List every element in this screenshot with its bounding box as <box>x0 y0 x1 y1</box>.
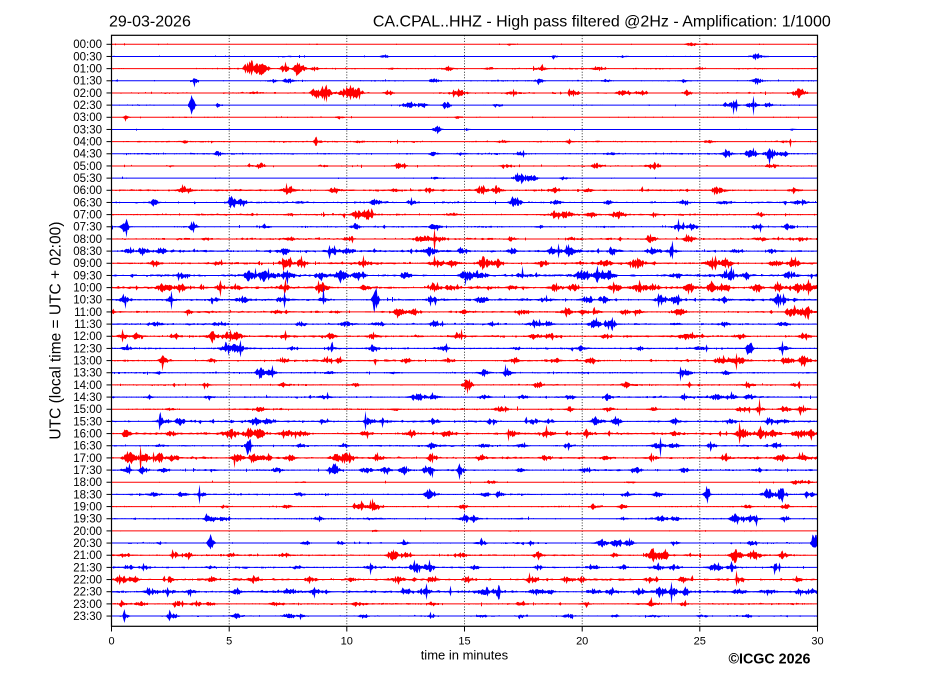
svg-text:12:30: 12:30 <box>73 343 102 355</box>
svg-text:04:30: 04:30 <box>73 149 102 161</box>
svg-text:11:00: 11:00 <box>74 307 102 319</box>
svg-text:06:30: 06:30 <box>73 197 102 209</box>
svg-text:14:30: 14:30 <box>73 392 102 404</box>
svg-text:02:30: 02:30 <box>73 100 102 112</box>
svg-text:09:00: 09:00 <box>73 258 102 270</box>
svg-text:15:30: 15:30 <box>73 416 102 428</box>
svg-text:CA.CPAL..HHZ - High pass filte: CA.CPAL..HHZ - High pass filtered @2Hz -… <box>373 14 831 31</box>
svg-text:18:30: 18:30 <box>73 489 102 501</box>
svg-text:UTC (local time = UTC + 02:00): UTC (local time = UTC + 02:00) <box>48 222 65 440</box>
svg-text:02:00: 02:00 <box>73 88 102 100</box>
svg-text:08:30: 08:30 <box>73 246 102 258</box>
svg-text:07:00: 07:00 <box>73 210 102 222</box>
svg-text:22:30: 22:30 <box>73 587 102 599</box>
svg-text:16:30: 16:30 <box>73 441 102 453</box>
svg-text:10: 10 <box>341 636 353 648</box>
svg-text:29-03-2026: 29-03-2026 <box>109 14 191 31</box>
svg-text:04:00: 04:00 <box>73 137 102 149</box>
svg-text:22:00: 22:00 <box>73 575 102 587</box>
svg-text:08:00: 08:00 <box>73 234 102 246</box>
svg-text:15: 15 <box>458 636 470 648</box>
svg-text:21:30: 21:30 <box>73 562 102 574</box>
svg-text:20:30: 20:30 <box>73 538 102 550</box>
svg-text:20:00: 20:00 <box>73 526 102 538</box>
svg-text:18:00: 18:00 <box>73 477 102 489</box>
svg-text:14:00: 14:00 <box>73 380 102 392</box>
svg-text:06:00: 06:00 <box>73 185 102 197</box>
svg-text:17:30: 17:30 <box>73 465 102 477</box>
svg-text:10:00: 10:00 <box>73 283 102 295</box>
svg-text:5: 5 <box>226 636 232 648</box>
svg-text:15:00: 15:00 <box>73 404 102 416</box>
svg-text:05:00: 05:00 <box>73 161 102 173</box>
svg-text:01:30: 01:30 <box>73 76 102 88</box>
svg-text:10:30: 10:30 <box>73 295 102 307</box>
svg-text:01:00: 01:00 <box>73 64 102 76</box>
svg-text:25: 25 <box>694 636 706 648</box>
svg-text:16:00: 16:00 <box>73 429 102 441</box>
svg-text:19:30: 19:30 <box>73 514 102 526</box>
svg-text:12:00: 12:00 <box>73 331 102 343</box>
svg-text:03:30: 03:30 <box>73 124 102 136</box>
svg-text:23:30: 23:30 <box>73 611 102 623</box>
svg-text:21:00: 21:00 <box>73 550 102 562</box>
svg-text:13:00: 13:00 <box>73 356 102 368</box>
svg-text:30: 30 <box>811 636 823 648</box>
svg-text:09:30: 09:30 <box>73 270 102 282</box>
svg-text:23:00: 23:00 <box>73 599 102 611</box>
svg-text:07:30: 07:30 <box>73 222 102 234</box>
svg-text:time in minutes: time in minutes <box>421 648 509 663</box>
svg-text:19:00: 19:00 <box>73 502 102 514</box>
svg-text:13:30: 13:30 <box>73 368 102 380</box>
svg-text:03:00: 03:00 <box>73 112 102 124</box>
svg-text:00:00: 00:00 <box>73 39 102 51</box>
svg-text:17:00: 17:00 <box>73 453 102 465</box>
svg-text:11:30: 11:30 <box>74 319 102 331</box>
svg-text:20: 20 <box>576 636 588 648</box>
svg-text:00:30: 00:30 <box>73 51 102 63</box>
svg-text:0: 0 <box>108 636 114 648</box>
svg-text:©ICGC 2026: ©ICGC 2026 <box>728 651 810 667</box>
svg-text:05:30: 05:30 <box>73 173 102 185</box>
